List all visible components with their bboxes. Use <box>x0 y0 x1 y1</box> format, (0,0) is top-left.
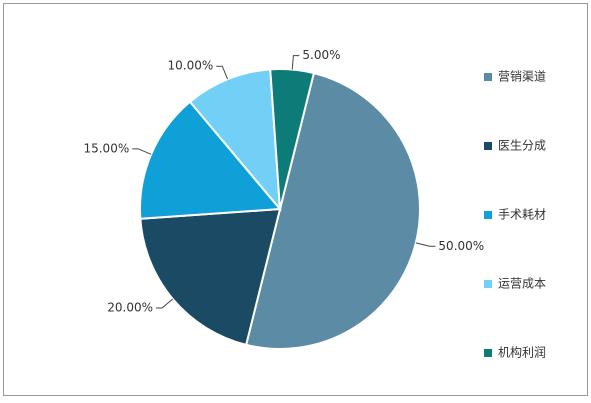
pie-slice <box>244 71 421 350</box>
legend-swatch <box>484 211 492 219</box>
legend-label: 运营成本 <box>498 277 546 291</box>
pie-slice <box>269 68 316 210</box>
data-label: 50.00% <box>438 239 484 253</box>
leader-line <box>216 65 229 80</box>
legend-swatch <box>484 142 492 150</box>
pie-slice <box>188 68 282 213</box>
legend-swatch <box>484 280 492 288</box>
leader-line <box>415 242 436 247</box>
legend-label: 医生分成 <box>498 139 546 153</box>
pie-slice <box>139 100 283 220</box>
data-label: 20.00% <box>107 300 153 314</box>
leader-line <box>291 55 300 70</box>
leader-line <box>132 148 152 155</box>
data-label: 5.00% <box>302 48 340 62</box>
pie-slice <box>139 207 282 347</box>
data-label: 10.00% <box>168 59 214 73</box>
legend-swatch <box>484 73 492 81</box>
legend-swatch <box>484 349 492 357</box>
legend-label: 营销渠道 <box>498 70 546 84</box>
legend-label: 机构利润 <box>498 345 546 360</box>
data-label: 15.00% <box>83 141 129 155</box>
leader-line <box>156 298 174 309</box>
legend-label: 手术耗材 <box>498 208 546 222</box>
